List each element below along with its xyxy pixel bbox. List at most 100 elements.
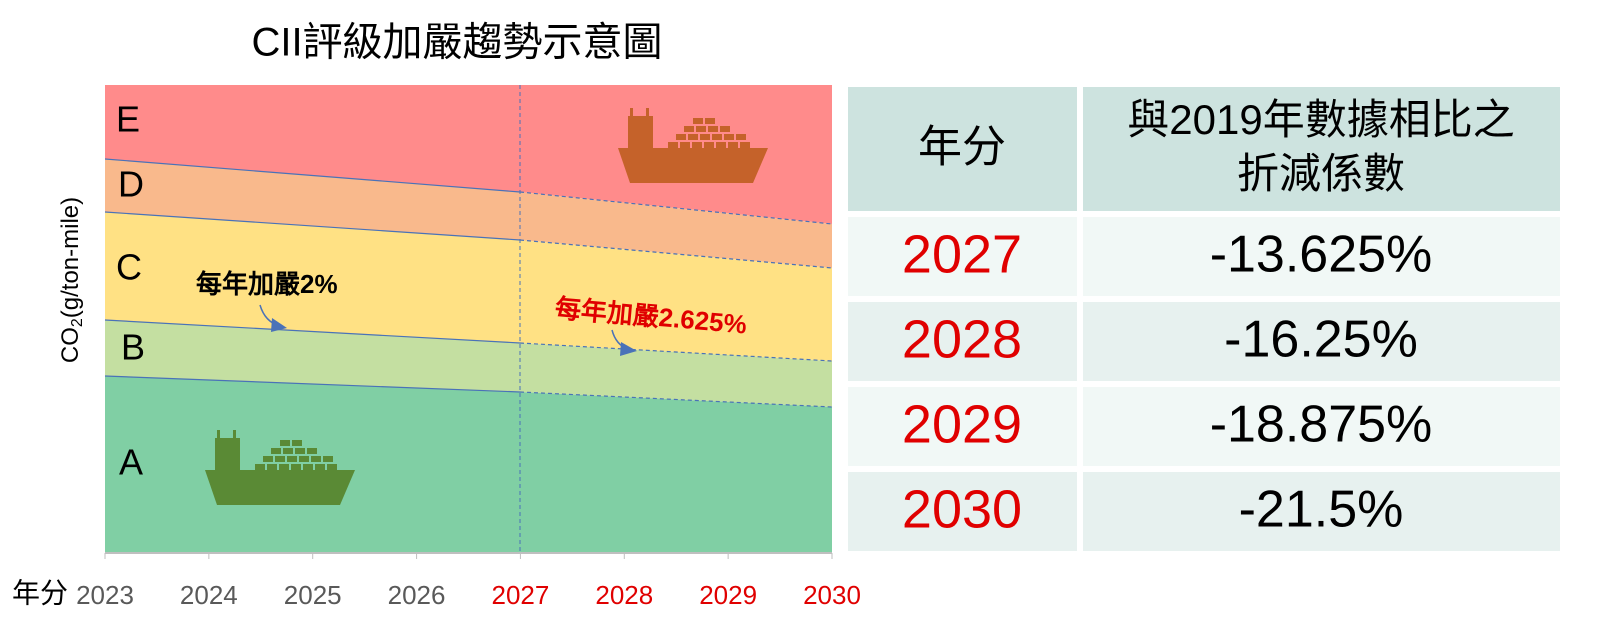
ship-container: [299, 456, 309, 462]
ship-container: [688, 134, 698, 140]
table-cell: [848, 472, 1077, 551]
y-axis-label: CO2(g/ton-mile): [57, 197, 86, 363]
table-header: 折減係數: [1237, 150, 1405, 197]
ship-icon: [618, 108, 768, 183]
table-year: 2028: [902, 309, 1022, 369]
ship-hull: [205, 470, 355, 505]
ship-container: [323, 456, 333, 462]
table-year: 2029: [902, 394, 1022, 454]
ship-container: [680, 142, 690, 148]
band: [105, 212, 832, 361]
table-cell: [1083, 472, 1560, 551]
table-year: 2030: [902, 479, 1022, 539]
ship-container: [676, 134, 686, 140]
arrow-head: [620, 342, 637, 356]
boundary-dashed: [519, 391, 833, 408]
y-label-rest: (g/ton-mile): [57, 197, 84, 318]
annotation: 每年加嚴2%: [196, 269, 338, 299]
ship-mast: [233, 430, 236, 440]
ship-container: [280, 440, 290, 446]
table-header-cell: [848, 87, 1077, 211]
ship-container: [728, 142, 738, 148]
ship-container: [283, 448, 293, 454]
boundary: [104, 375, 521, 393]
boundary-dashed: [519, 191, 833, 225]
year-label: 2026: [388, 580, 446, 610]
ship-container: [736, 134, 746, 140]
x-axis-label: 年分: [12, 577, 68, 608]
ship-container: [303, 464, 313, 470]
ship-container: [295, 448, 305, 454]
ship-container: [291, 464, 301, 470]
table-value: -13.625%: [1210, 226, 1433, 284]
ship-bridge: [628, 116, 653, 150]
table-year: 2027: [902, 224, 1022, 284]
band-label: D: [118, 164, 144, 205]
ship-container: [716, 142, 726, 148]
ship-icon: [205, 430, 355, 505]
y-label-main: CO: [57, 327, 84, 363]
ship-container: [700, 134, 710, 140]
boundary-dashed: [519, 239, 833, 269]
ship-container: [720, 126, 730, 132]
table-cell: [1083, 217, 1560, 296]
table-cell: [1083, 387, 1560, 466]
ship-container: [684, 126, 694, 132]
table-header-cell: [1083, 87, 1560, 211]
y-label-sub: 2: [69, 318, 86, 327]
ship-container: [292, 440, 302, 446]
ship-hull: [618, 148, 768, 183]
ship-container: [740, 142, 750, 148]
ship-container: [275, 456, 285, 462]
band-label: E: [116, 99, 140, 140]
ship-container: [705, 118, 715, 124]
title: CII評級加嚴趨勢示意圖: [251, 21, 662, 65]
ship-container: [724, 134, 734, 140]
band-label: B: [121, 327, 145, 368]
ship-container: [712, 134, 722, 140]
year-label: 2023: [76, 580, 134, 610]
band: [105, 159, 832, 268]
table-cell: [848, 302, 1077, 381]
table-cell: [848, 387, 1077, 466]
ship-container: [327, 464, 337, 470]
ship-container: [693, 118, 703, 124]
band: [105, 320, 832, 407]
ship-container: [668, 142, 678, 148]
ship-container: [692, 142, 702, 148]
boundary: [104, 158, 521, 193]
year-label: 2027: [492, 580, 550, 610]
ship-container: [267, 464, 277, 470]
ship-container: [696, 126, 706, 132]
ship-container: [263, 456, 273, 462]
band: [105, 376, 832, 553]
ship-mast: [646, 108, 649, 118]
ship-mast: [630, 108, 633, 118]
table-value: -16.25%: [1224, 311, 1418, 369]
arrow-head: [271, 318, 287, 332]
year-label: 2024: [180, 580, 238, 610]
ship-container: [311, 456, 321, 462]
table-cell: [1083, 302, 1560, 381]
table-value: -21.5%: [1239, 481, 1404, 539]
boundary-dashed: [519, 342, 833, 362]
boundary: [104, 319, 521, 344]
ship-container: [287, 456, 297, 462]
ship-container: [279, 464, 289, 470]
ship-container: [704, 142, 714, 148]
ship-bridge: [215, 438, 240, 472]
table-header: 與2019年數據相比之: [1127, 96, 1514, 143]
table-cell: [848, 217, 1077, 296]
table-header: 年分: [918, 123, 1006, 172]
ship-container: [315, 464, 325, 470]
band-label: C: [116, 247, 142, 288]
ship-container: [307, 448, 317, 454]
boundary: [104, 211, 521, 241]
ship-container: [708, 126, 718, 132]
band-label: A: [119, 442, 143, 483]
table-value: -18.875%: [1210, 396, 1433, 454]
year-label: 2028: [595, 580, 653, 610]
ship-mast: [217, 430, 220, 440]
